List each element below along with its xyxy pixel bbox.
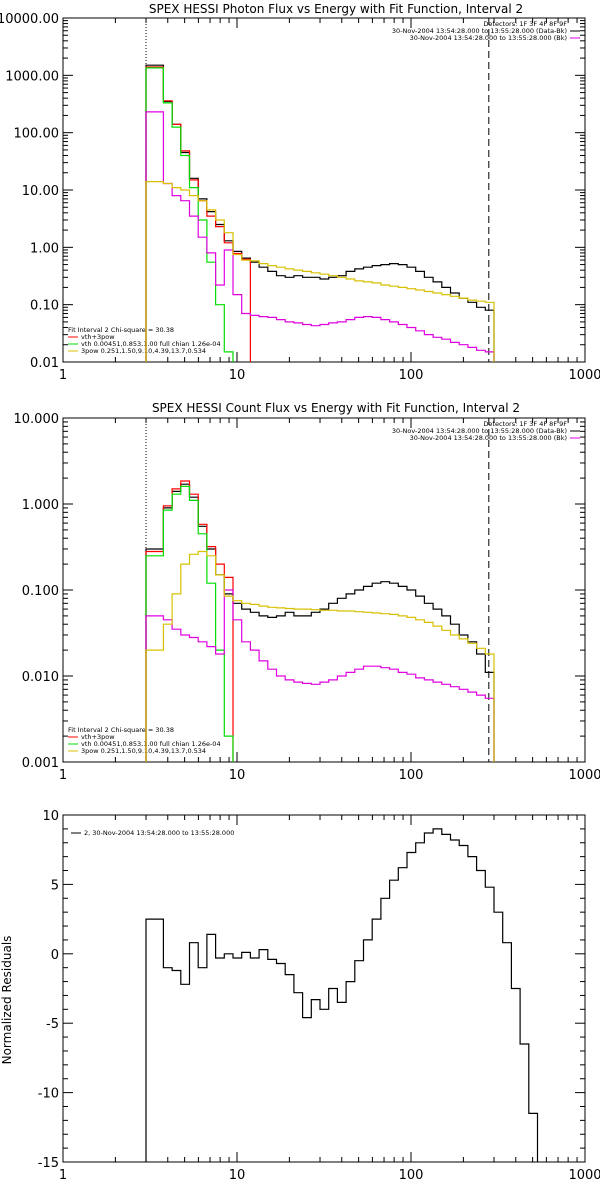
count-flux-panel: SPEX HESSI Count Flux vs Energy with Fit… <box>14 401 600 783</box>
series-line-2 <box>145 67 234 362</box>
count-flux-fit-legend: Fit Interval 2 Chi-square = 30.38vth+3po… <box>68 726 221 755</box>
y-tick-label: 1000.00 <box>5 69 59 84</box>
legend-entry: 30-Nov-2004 13:54:28.000 to 13:55:28.000… <box>392 27 567 35</box>
legend-entry: Fit Interval 2 Chi-square = 30.38 <box>68 726 174 734</box>
series-line-4 <box>145 550 495 762</box>
legend-entry: 30-Nov-2004 13:54:28.000 to 13:55:28.000… <box>410 34 567 42</box>
photon-flux-fit-legend: Fit Interval 2 Chi-square = 30.38vth+3po… <box>68 326 221 355</box>
photon-flux-title: SPEX HESSI Photon Flux vs Energy with Fi… <box>149 2 523 16</box>
legend-entry: 2, 30-Nov-2004 13:54:28.000 to 13:55:28.… <box>84 829 234 837</box>
y-tick-label: 10.000 <box>14 412 60 427</box>
legend-entry: 3pow 0.251,1.50,9.10,4.39,13.7,0.534 <box>81 347 206 355</box>
y-tick-label: 10.00 <box>22 184 59 199</box>
photon-flux-panel: SPEX HESSI Photon Flux vs Energy with Fi… <box>0 2 600 383</box>
y-tick-label: 0.01 <box>30 356 59 371</box>
x-tick-label: 1 <box>59 368 67 383</box>
series-line-0 <box>145 828 539 1162</box>
x-tick-label: 100 <box>399 1168 424 1183</box>
y-tick-label: 0.010 <box>22 670 59 685</box>
y-tick-label: 0.10 <box>30 299 59 314</box>
legend-entry: 3pow 0.251,1.50,9.10,4.39,13.7,0.534 <box>81 747 206 755</box>
legend-entry: vth 0.00451,0.853,1.00 full chian 1.26e-… <box>81 340 221 348</box>
y-tick-label: -10 <box>38 1087 59 1102</box>
legend-entry: vth 0.00451,0.853,1.00 full chian 1.26e-… <box>81 740 221 748</box>
y-tick-label: 10000.00 <box>0 12 59 27</box>
y-tick-label: 0 <box>51 948 59 963</box>
x-tick-label: 10 <box>229 1168 246 1183</box>
residuals-panel: Normalized Residuals 2, 30-Nov-2004 13:5… <box>0 809 600 1183</box>
series-line-4 <box>145 181 495 362</box>
legend-entry: Detectors: 1F 3F 4F 8F 9F <box>483 20 567 28</box>
y-tick-label: -15 <box>38 1156 59 1171</box>
y-tick-label: 100.00 <box>14 127 60 142</box>
legend-entry: vth+3pow <box>81 333 115 341</box>
y-tick-label: 1.000 <box>22 498 59 513</box>
legend-entry: 30-Nov-2004 13:54:28.000 to 13:55:28.000… <box>392 427 567 435</box>
plot-frame <box>62 814 586 1163</box>
y-tick-label: -5 <box>46 1017 59 1032</box>
x-tick-label: 1 <box>59 1168 67 1183</box>
legend-entry: 30-Nov-2004 13:54:28.000 to 13:55:28.000… <box>410 434 567 442</box>
y-tick-label: 5 <box>51 878 59 893</box>
legend-entry: vth+3pow <box>81 733 115 741</box>
residuals-y-axis-label: Normalized Residuals <box>0 936 14 1065</box>
x-tick-label: 1000 <box>568 768 600 783</box>
series-line-3 <box>145 111 495 362</box>
x-tick-label: 10 <box>229 368 246 383</box>
x-tick-label: 10 <box>229 768 246 783</box>
legend-entry: Detectors: 1F 3F 4F 8F 9F <box>483 420 567 428</box>
plot-frame <box>62 17 586 363</box>
y-tick-label: 10 <box>42 809 59 824</box>
count-flux-title: SPEX HESSI Count Flux vs Energy with Fit… <box>152 401 520 415</box>
x-tick-label: 1000 <box>568 1168 600 1183</box>
residuals-legend: 2, 30-Nov-2004 13:54:28.000 to 13:55:28.… <box>71 829 234 837</box>
plot-frame <box>62 417 586 763</box>
legend-entry: Fit Interval 2 Chi-square = 30.38 <box>68 326 174 334</box>
x-tick-label: 100 <box>399 768 424 783</box>
x-tick-label: 1 <box>59 768 67 783</box>
x-tick-label: 1000 <box>568 368 600 383</box>
y-tick-label: 0.001 <box>22 756 59 771</box>
series-line-3 <box>145 589 495 762</box>
y-tick-label: 0.100 <box>22 584 59 599</box>
x-tick-label: 100 <box>399 368 424 383</box>
y-tick-label: 1.00 <box>30 241 59 256</box>
series-line-1 <box>145 480 234 762</box>
series-line-2 <box>145 485 234 762</box>
